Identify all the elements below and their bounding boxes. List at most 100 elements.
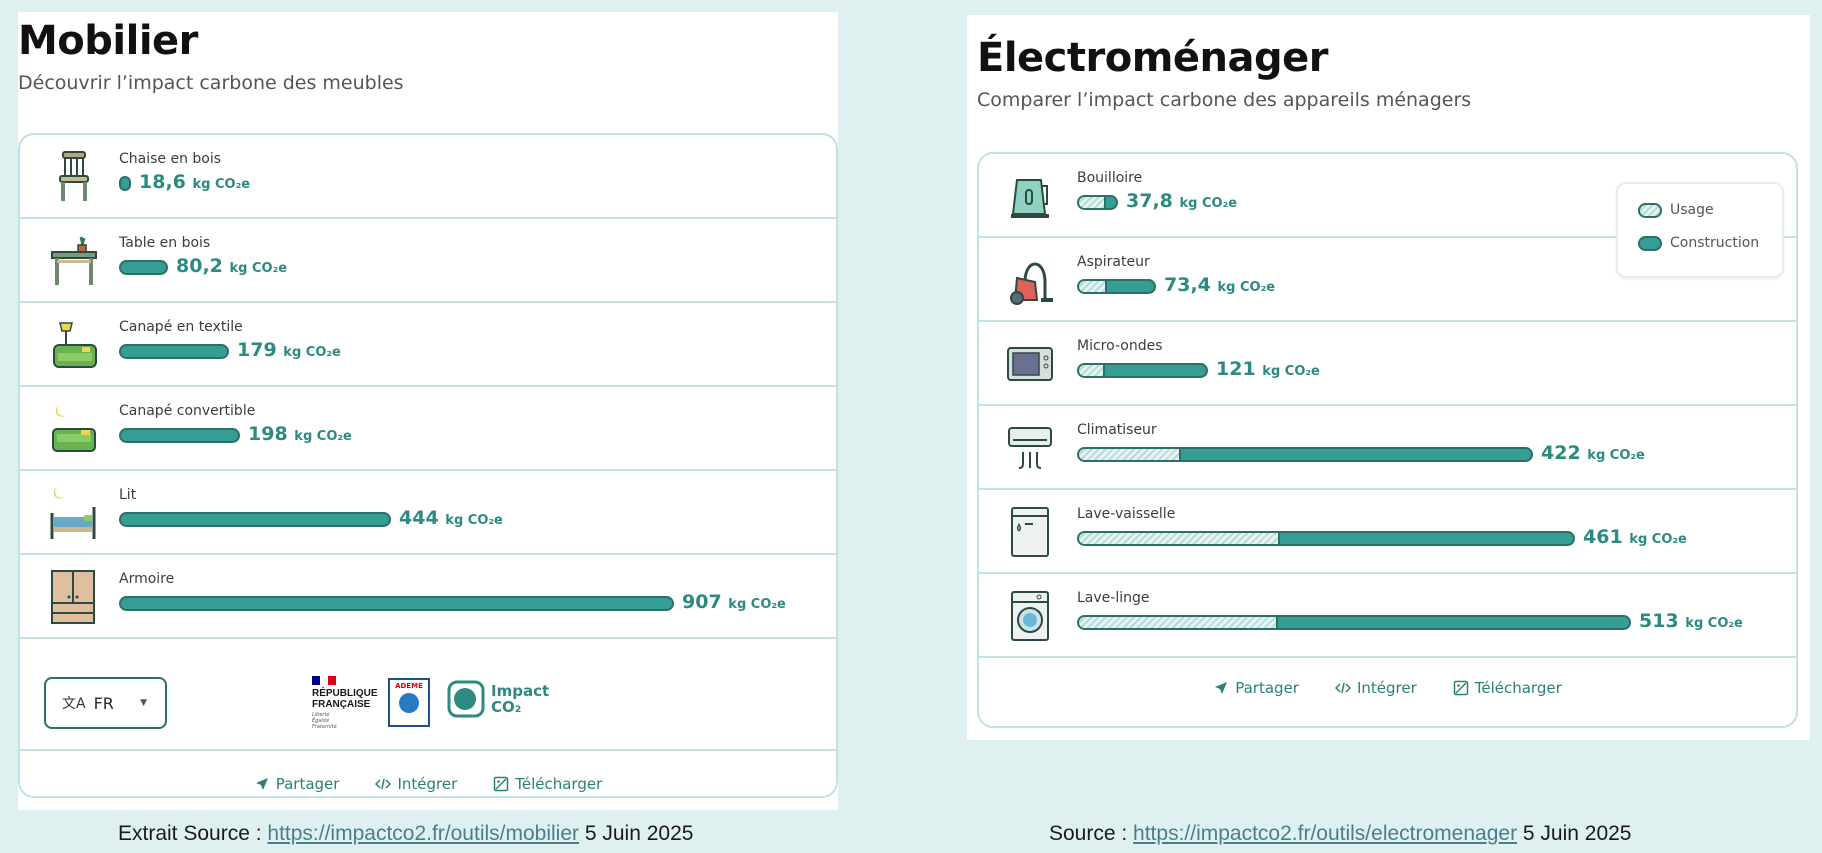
item-label: Armoire bbox=[119, 571, 175, 587]
chair-icon bbox=[48, 149, 98, 205]
value-bar bbox=[119, 344, 229, 359]
construction-swatch bbox=[1638, 235, 1662, 251]
language-select[interactable]: 文A FR ▼ bbox=[44, 677, 167, 729]
electromenager-panel: Électroménager Comparer l’impact carbone… bbox=[967, 15, 1810, 740]
source-caption-left: Extrait Source : https://impactco2.fr/ou… bbox=[118, 822, 694, 845]
item-value: 198 kg CO₂e bbox=[248, 423, 352, 445]
actions-bar: Partager Intégrer Télécharger bbox=[979, 679, 1796, 697]
embed-button[interactable]: Intégrer bbox=[375, 775, 457, 793]
embed-button[interactable]: Intégrer bbox=[1334, 679, 1417, 697]
sofa-icon bbox=[48, 317, 98, 373]
translate-icon: 文A bbox=[62, 696, 86, 712]
send-icon bbox=[255, 778, 268, 790]
microwave-icon bbox=[1005, 336, 1055, 392]
download-button[interactable]: Télécharger bbox=[1453, 679, 1562, 697]
item-label: Lave-vaisselle bbox=[1077, 506, 1176, 522]
value-bar bbox=[1077, 363, 1208, 378]
download-button[interactable]: Télécharger bbox=[493, 775, 602, 793]
value-bar bbox=[1077, 195, 1118, 210]
list-item: Chaise en bois 18,6 kg CO₂e bbox=[20, 135, 836, 219]
ademe-logo: ADEME bbox=[388, 678, 430, 727]
item-label: Table en bois bbox=[119, 235, 211, 251]
chart-legend: Usage Construction bbox=[1616, 182, 1784, 278]
item-value: 444 kg CO₂e bbox=[399, 507, 503, 529]
list-item: Table en bois 80,2 kg CO₂e bbox=[20, 219, 836, 303]
list-item: Bouilloire 37,8 kg CO₂e bbox=[979, 154, 1796, 238]
page-title: Électroménager bbox=[977, 35, 1328, 81]
send-icon bbox=[1215, 682, 1228, 694]
washing-machine-icon bbox=[1005, 588, 1055, 644]
value-bar bbox=[119, 428, 240, 443]
image-icon bbox=[1453, 680, 1468, 696]
usage-segment bbox=[1079, 617, 1278, 628]
item-label: Lave-linge bbox=[1077, 590, 1150, 606]
source-link[interactable]: https://impactco2.fr/outils/mobilier bbox=[267, 822, 580, 845]
item-label: Chaise en bois bbox=[119, 151, 222, 167]
list-item: Micro-ondes 121 kg CO₂e bbox=[979, 322, 1796, 406]
item-value: 37,8 kg CO₂e bbox=[1126, 190, 1238, 212]
value-bar bbox=[119, 512, 391, 527]
usage-segment bbox=[1079, 281, 1107, 292]
item-value: 907 kg CO₂e bbox=[682, 591, 786, 613]
page-subtitle: Comparer l’impact carbone des appareils … bbox=[977, 89, 1472, 111]
usage-segment bbox=[1079, 365, 1105, 376]
value-bar bbox=[1077, 279, 1156, 294]
item-label: Canapé en textile bbox=[119, 319, 243, 335]
bed-icon bbox=[48, 485, 98, 541]
list-item: Climatiseur 422 kg CO₂e bbox=[979, 406, 1796, 490]
logos-row: 文A FR ▼ RÉPUBLIQUE FRANÇAISE Liberté Éga… bbox=[20, 659, 836, 751]
usage-segment bbox=[1079, 449, 1181, 460]
usage-segment bbox=[1079, 533, 1280, 544]
list-item: Lave-vaisselle 461 kg CO₂e bbox=[979, 490, 1796, 574]
value-bar bbox=[1077, 531, 1575, 546]
globe-icon bbox=[399, 693, 419, 713]
list-item: Armoire 907 kg CO₂e bbox=[20, 555, 836, 639]
share-button[interactable]: Partager bbox=[1213, 679, 1299, 697]
item-value: 461 kg CO₂e bbox=[1583, 526, 1687, 548]
usage-swatch bbox=[1638, 202, 1662, 218]
value-bar bbox=[1077, 447, 1533, 462]
dishwasher-icon bbox=[1005, 504, 1055, 560]
republique-francaise-logo: RÉPUBLIQUE FRANÇAISE Liberté Égalité Fra… bbox=[312, 676, 378, 730]
wardrobe-icon bbox=[48, 569, 98, 625]
language-value: FR bbox=[93, 693, 114, 713]
legend-item-usage: Usage bbox=[1638, 202, 1714, 218]
item-value: 422 kg CO₂e bbox=[1541, 442, 1645, 464]
share-button[interactable]: Partager bbox=[254, 775, 339, 793]
list-item: Aspirateur 73,4 kg CO₂e bbox=[979, 238, 1796, 322]
item-value: 73,4 kg CO₂e bbox=[1164, 274, 1276, 296]
usage-segment bbox=[1079, 197, 1106, 208]
item-value: 80,2 kg CO₂e bbox=[176, 255, 288, 277]
item-value: 513 kg CO₂e bbox=[1639, 610, 1743, 632]
vacuum-icon bbox=[1005, 252, 1055, 308]
item-label: Lit bbox=[119, 487, 137, 503]
impact-co2-logo: Impact CO₂ bbox=[447, 680, 549, 718]
legend-item-construction: Construction bbox=[1638, 235, 1759, 251]
electromenager-card: Bouilloire 37,8 kg CO₂e Aspirateur 73,4 kg … bbox=[977, 152, 1798, 728]
list-item: Lave-linge 513 kg CO₂e bbox=[979, 574, 1796, 658]
list-item: Canapé convertible 198 kg CO₂e bbox=[20, 387, 836, 471]
code-icon bbox=[1334, 682, 1351, 694]
source-link[interactable]: https://impactco2.fr/outils/electromenag… bbox=[1133, 822, 1518, 845]
impact-co2-icon bbox=[447, 680, 485, 718]
value-bar bbox=[119, 260, 168, 275]
mobilier-panel: Mobilier Découvrir l’impact carbone des … bbox=[18, 12, 838, 810]
item-label: Climatiseur bbox=[1077, 422, 1157, 438]
value-bar bbox=[119, 176, 131, 191]
item-value: 18,6 kg CO₂e bbox=[139, 171, 251, 193]
item-label: Micro-ondes bbox=[1077, 338, 1163, 354]
air-conditioner-icon bbox=[1005, 420, 1055, 476]
kettle-icon bbox=[1005, 168, 1055, 224]
mobilier-card: Chaise en bois 18,6 kg CO₂e Table en bois 8… bbox=[18, 133, 838, 798]
image-icon bbox=[494, 776, 509, 792]
item-label: Bouilloire bbox=[1077, 170, 1143, 186]
actions-bar: Partager Intégrer Télécharger bbox=[20, 775, 836, 793]
page-subtitle: Découvrir l’impact carbone des meubles bbox=[18, 72, 404, 94]
page-title: Mobilier bbox=[18, 18, 198, 64]
item-value: 179 kg CO₂e bbox=[237, 339, 341, 361]
code-icon bbox=[375, 778, 392, 790]
item-value: 121 kg CO₂e bbox=[1216, 358, 1320, 380]
sofa-bed-icon bbox=[48, 401, 98, 457]
value-bar bbox=[1077, 615, 1631, 630]
item-label: Canapé convertible bbox=[119, 403, 256, 419]
